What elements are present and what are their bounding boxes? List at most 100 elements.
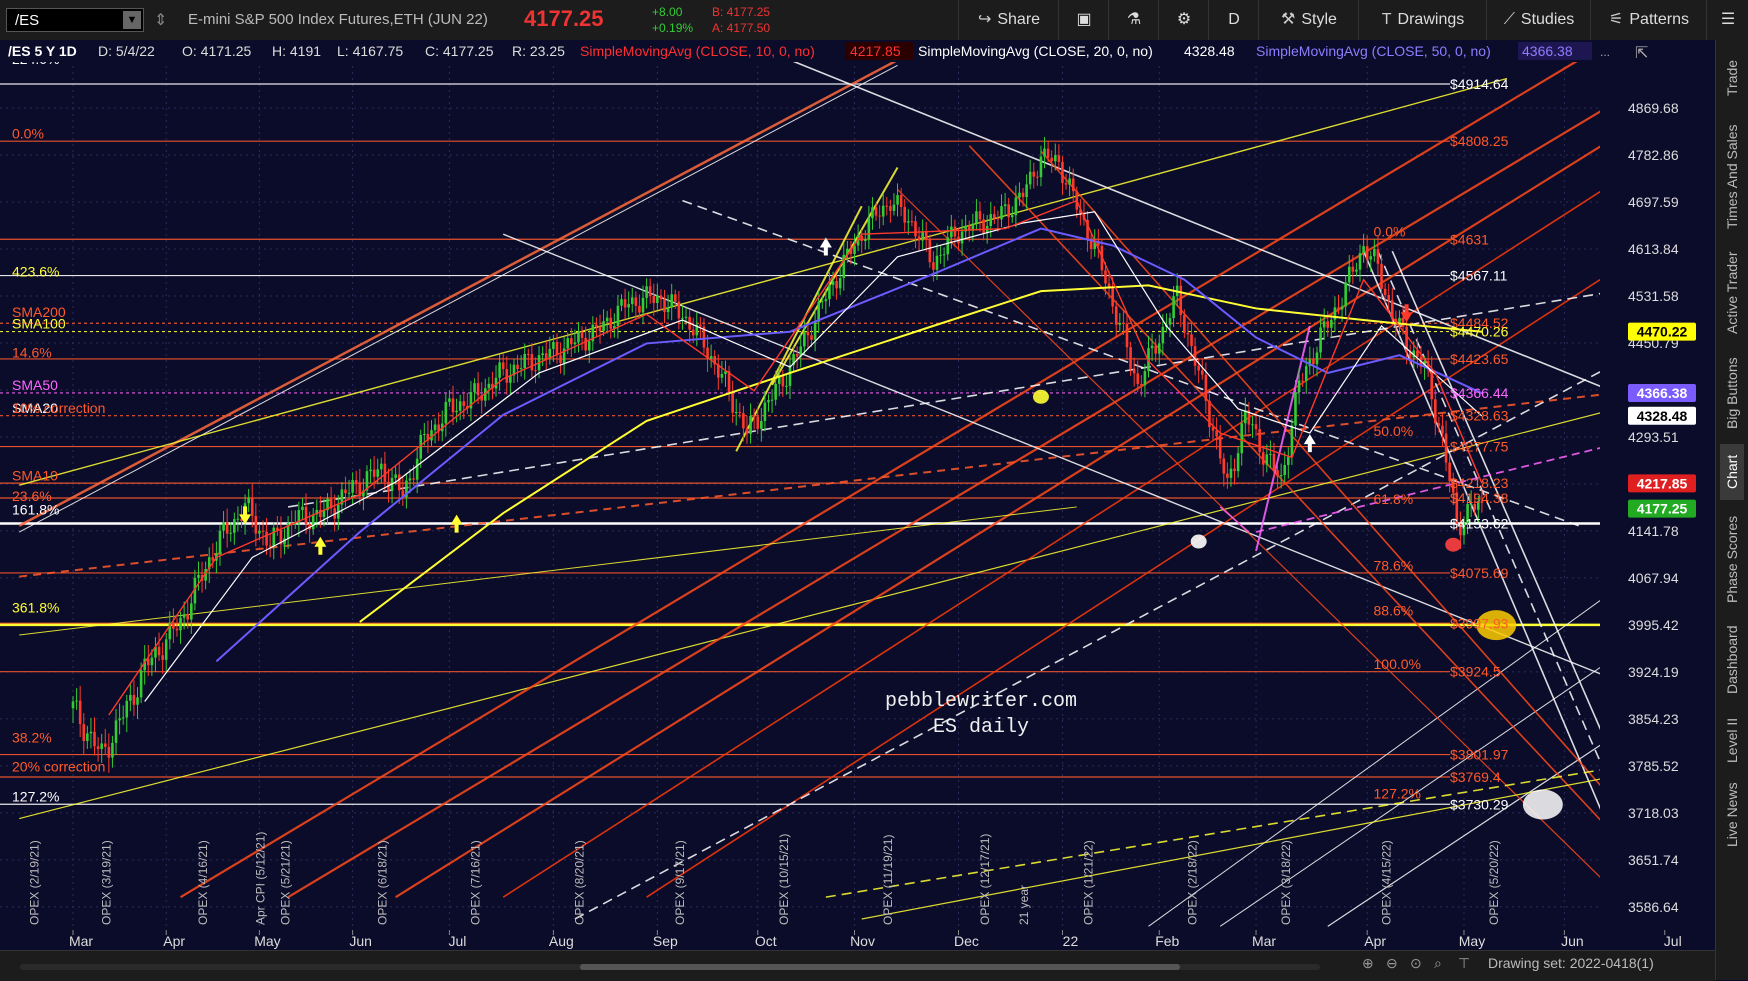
- symbol-input[interactable]: /ES ▼: [6, 8, 144, 32]
- header-sma20-value: 4328.48: [1184, 43, 1235, 59]
- tab-times-and-sales[interactable]: Times And Sales: [1724, 124, 1740, 230]
- settings-button[interactable]: ⚙: [1158, 0, 1209, 40]
- candle-body: [164, 639, 168, 660]
- candle-body: [426, 433, 430, 441]
- header-more[interactable]: ...: [1600, 45, 1610, 59]
- candle-body: [1140, 384, 1143, 386]
- candle-body: [1226, 473, 1229, 478]
- candle-body: [1398, 317, 1401, 325]
- candle-body: [265, 531, 268, 546]
- zoom-reset-icon[interactable]: ⊙: [1410, 955, 1422, 971]
- watermark-line1: pebblewriter.com: [885, 690, 1077, 713]
- collapse-icon[interactable]: ⇱: [1635, 45, 1648, 62]
- candle-body: [1297, 380, 1301, 393]
- drawing-tool-icon[interactable]: ⊤: [1458, 955, 1471, 971]
- level-price-label: $4277.75: [1450, 439, 1509, 455]
- flask-icon: ⚗: [1126, 11, 1142, 28]
- magnifier-icon[interactable]: ⌕: [1434, 955, 1442, 971]
- candle-body: [659, 295, 663, 300]
- candle-body: [458, 401, 462, 411]
- candle-body: [433, 424, 437, 431]
- candle-body: [616, 305, 620, 326]
- candle-body: [1434, 399, 1437, 424]
- zoom-out-icon[interactable]: ⊖: [1386, 955, 1398, 971]
- candle-body: [1265, 454, 1269, 465]
- tab-live-news[interactable]: Live News: [1724, 782, 1740, 848]
- price-tick-label: 4293.51: [1628, 429, 1679, 445]
- price-tick-label: 4782.86: [1628, 147, 1679, 163]
- candle-body: [408, 478, 412, 481]
- tab-level-ii[interactable]: Level II: [1724, 717, 1740, 763]
- studies-button[interactable]: ⟋ Studies: [1486, 0, 1591, 40]
- candle-body: [1028, 171, 1032, 185]
- candle-body: [179, 617, 182, 631]
- candle-body: [1157, 343, 1161, 354]
- horizontal-scrollbar[interactable]: [20, 964, 1320, 970]
- chevron-down-icon[interactable]: ▼: [123, 11, 141, 29]
- time-axis: Mar Apr May Jun Jul Aug Sep Oct Nov Dec 22 Feb Mar Ap…: [69, 930, 1682, 949]
- patterns-button[interactable]: ⚟ Patterns: [1590, 0, 1707, 40]
- opex-label: OPEX (5/20/22): [1487, 840, 1501, 925]
- header-open: O: 4171.25: [182, 43, 251, 59]
- link-icon[interactable]: ⇕: [154, 12, 168, 29]
- period-button[interactable]: D: [1208, 0, 1259, 40]
- candle-body: [1401, 317, 1405, 327]
- trendline: [968, 145, 1687, 913]
- candle-body: [283, 538, 286, 545]
- candle-body: [526, 353, 530, 355]
- candle-body: [878, 215, 881, 217]
- candle-body: [190, 603, 193, 620]
- scrollbar-thumb[interactable]: [580, 964, 1180, 970]
- candle-body: [835, 281, 838, 289]
- candle-body: [717, 364, 720, 378]
- tab-phase-scores[interactable]: Phase Scores: [1724, 515, 1740, 603]
- level-price-label: $4808.25: [1450, 133, 1509, 149]
- candle-body: [1451, 481, 1455, 493]
- price-tick-label: 3854.23: [1628, 711, 1679, 727]
- trendline: [18, 64, 898, 533]
- style-button[interactable]: ⚒ Style: [1258, 0, 1359, 40]
- candle-body: [107, 746, 111, 758]
- trendline: [19, 506, 1077, 636]
- drawing-set-label[interactable]: Drawing set: 2022-0418(1): [1488, 955, 1654, 971]
- candle-body: [946, 237, 950, 255]
- candle-body: [301, 506, 304, 511]
- candle-body: [455, 410, 458, 413]
- candle-body: [534, 370, 537, 372]
- arrow-up-marker: [819, 237, 832, 256]
- snapshot-button[interactable]: ▣: [1058, 0, 1109, 40]
- studies-label: Studies: [1520, 11, 1575, 28]
- candle-body: [684, 316, 688, 318]
- side-panel-tabs: Trade Times And Sales Active Trader Big But…: [1715, 40, 1748, 980]
- candle-body: [1097, 240, 1100, 246]
- candle-body: [1229, 468, 1233, 478]
- fib-label: 0.0%: [1374, 223, 1406, 239]
- tab-dashboard[interactable]: Dashboard: [1724, 625, 1740, 695]
- price-chart[interactable]: OPEX (2/19/21) OPEX (3/19/21) OPEX (4/16/2…: [0, 40, 1715, 950]
- menu-button[interactable]: ☰: [1706, 0, 1748, 40]
- zoom-in-icon[interactable]: ⊕: [1362, 955, 1374, 971]
- candle-body: [652, 295, 656, 304]
- candle-body: [82, 724, 86, 741]
- tab-chart[interactable]: Chart: [1720, 444, 1744, 500]
- candle-body: [1283, 464, 1287, 476]
- tab-big-buttons[interactable]: Big Buttons: [1724, 357, 1740, 429]
- candle-body: [1272, 453, 1276, 471]
- candle-body: [1340, 306, 1344, 310]
- tab-trade[interactable]: Trade: [1724, 59, 1740, 97]
- candle-body: [950, 226, 953, 238]
- price-tags: 4470.22 4366.38 4328.48 4217.85 4177.25: [1628, 322, 1696, 518]
- candle-body: [186, 614, 190, 620]
- candle-body: [1039, 156, 1043, 178]
- candle-body: [1462, 523, 1466, 536]
- share-button[interactable]: ↪ Share: [958, 0, 1059, 40]
- candle-body: [720, 374, 724, 378]
- candle-body: [143, 658, 146, 671]
- tab-active-trader[interactable]: Active Trader: [1724, 251, 1740, 335]
- trendline: [179, 59, 1580, 899]
- candle-body: [293, 523, 297, 525]
- price-tick-label: 3785.52: [1628, 758, 1679, 774]
- drawings-button[interactable]: T Drawings: [1358, 0, 1487, 40]
- candle-body: [584, 337, 587, 351]
- flask-button[interactable]: ⚗: [1108, 0, 1159, 40]
